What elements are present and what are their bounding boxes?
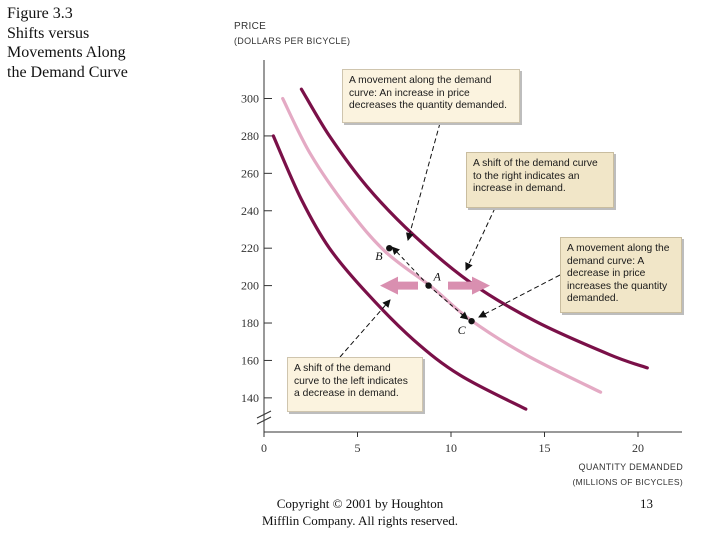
annotation-box: A movement along the demand curve: A dec… xyxy=(560,237,682,313)
leader-line xyxy=(405,122,441,241)
annotation-box: A movement along the demand curve: An in… xyxy=(342,69,520,123)
point-b xyxy=(386,244,393,252)
y-tick-label: 280 xyxy=(241,129,259,143)
annotation-box: A shift of the demand curve to the left … xyxy=(287,357,423,412)
point-c xyxy=(468,317,475,325)
annotation-text: A shift of the demand curve to the left … xyxy=(294,363,408,399)
x-axis-title: QUANTITY DEMANDED xyxy=(579,462,684,472)
x-axis-title: (MILLIONS OF BICYCLES) xyxy=(572,477,683,487)
demand-curve xyxy=(281,96,603,394)
slide-title: Figure 3.3 Shifts versus Movements Along… xyxy=(7,4,207,82)
y-tick-label: 240 xyxy=(241,204,259,218)
title-line: Shifts versus xyxy=(7,24,90,42)
title-line: the Demand Curve xyxy=(7,63,128,81)
leader-line xyxy=(465,207,496,271)
x-tick-label: 5 xyxy=(355,441,361,455)
y-tick-label: 300 xyxy=(241,92,259,106)
x-tick-label: 10 xyxy=(445,441,457,455)
y-tick-label: 200 xyxy=(241,279,259,293)
movement-up-arrow xyxy=(391,246,429,286)
demand-curve xyxy=(299,87,649,370)
axis-break-mark xyxy=(256,410,272,419)
annotation-box: A shift of the demand curve to the right… xyxy=(466,152,614,208)
y-tick-label: 180 xyxy=(241,316,259,330)
copyright-line: Mifflin Company. All rights reserved. xyxy=(261,513,459,528)
demand-curve xyxy=(271,134,528,411)
point-label-c: C xyxy=(458,323,467,337)
annotation-text: A movement along the demand curve: A dec… xyxy=(567,243,670,304)
copyright-line: Copyright © 2001 by Houghton xyxy=(276,496,444,511)
y-axis-title: PRICE xyxy=(234,21,266,32)
y-axis-title: (DOLLARS PER BICYCLE) xyxy=(234,36,350,46)
y-tick-label: 160 xyxy=(241,353,259,367)
movement-down-arrow xyxy=(428,285,469,320)
title-line: Movements Along xyxy=(7,44,126,61)
x-tick-label: 20 xyxy=(632,441,644,455)
y-tick-label: 140 xyxy=(241,391,259,405)
page-number: 13 xyxy=(640,496,653,511)
axis-break-mark xyxy=(256,416,272,425)
title-line: Figure 3.3 xyxy=(7,5,73,22)
shift-right-arrow xyxy=(448,276,490,295)
point-label-b: B xyxy=(375,249,383,263)
leader-line xyxy=(478,274,561,318)
y-tick-label: 260 xyxy=(241,166,259,180)
copyright-notice: Copyright © 2001 by Houghton Mifflin Com… xyxy=(250,495,470,529)
annotation-text: A shift of the demand curve to the right… xyxy=(473,158,598,194)
x-tick-label: 0 xyxy=(261,441,267,455)
point-label-a: A xyxy=(433,270,442,284)
x-tick-label: 15 xyxy=(539,441,551,455)
point-a xyxy=(425,282,432,289)
annotation-text: A movement along the demand curve: An in… xyxy=(349,75,507,111)
shift-left-arrow xyxy=(380,276,418,295)
leader-line xyxy=(339,299,391,358)
y-tick-label: 220 xyxy=(241,241,259,255)
